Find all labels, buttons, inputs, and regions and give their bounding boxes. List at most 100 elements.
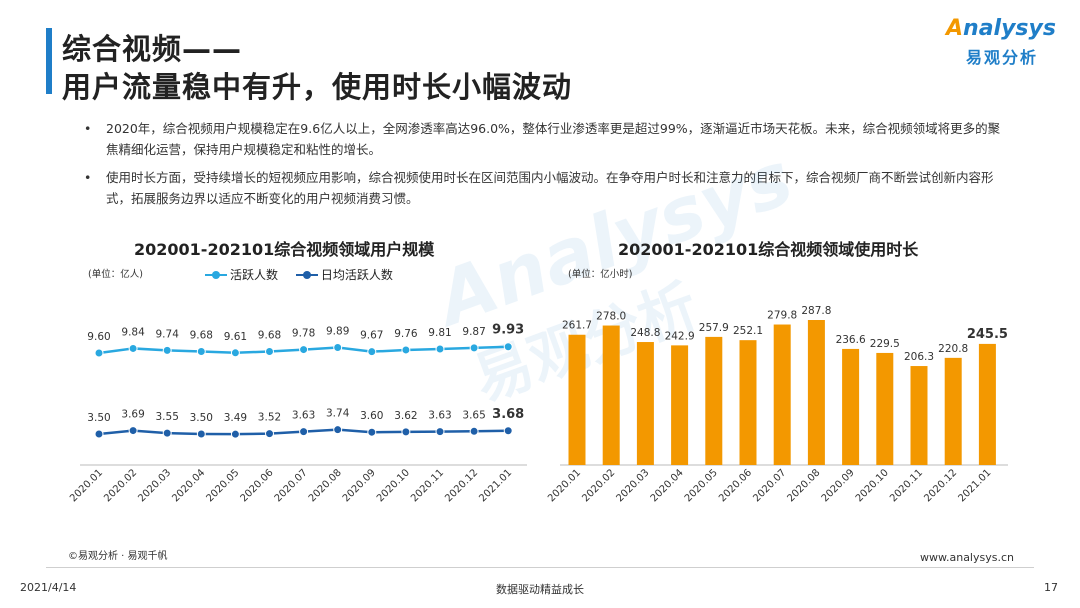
legend-label-daily-active-users: 日均活跃人数 — [320, 268, 393, 282]
series-1-label-4: 3.49 — [224, 412, 247, 424]
series-1-point-5 — [265, 429, 274, 439]
series-1-label-7: 3.74 — [326, 408, 350, 420]
analysys-logo: Analysys 易观分析 — [946, 16, 1058, 72]
bar-chart-tick-4: 2020.05 — [683, 467, 720, 504]
series-0-point-8 — [367, 347, 377, 357]
series-1-label-12: 3.68 — [492, 407, 524, 422]
bar-10 — [910, 366, 928, 465]
bar-label-12: 245.5 — [967, 327, 1008, 342]
bar-12 — [978, 343, 996, 465]
bar-6 — [773, 324, 791, 465]
series-1-point-8 — [367, 427, 377, 437]
logo-chinese-name: 易观分析 — [966, 48, 1039, 67]
bar-11 — [944, 357, 962, 465]
series-0-point-7 — [333, 342, 343, 352]
series-0-point-12 — [503, 342, 513, 352]
logo-wordmark: Analysys — [946, 16, 1056, 41]
series-1-point-4 — [230, 429, 240, 439]
legend-swatch-active-users — [205, 270, 227, 279]
series-0-point-4 — [230, 348, 240, 358]
series-0-point-1 — [128, 343, 138, 353]
series-0-point-5 — [265, 346, 274, 356]
series-0-label-12: 9.93 — [492, 323, 524, 338]
series-1-label-0: 3.50 — [87, 412, 110, 424]
bar-label-8: 236.6 — [836, 334, 866, 346]
series-1-label-5: 3.52 — [258, 412, 281, 424]
website-link[interactable]: www.analysys.cn — [920, 551, 1014, 564]
bar-chart-tick-10: 2020.11 — [888, 467, 925, 504]
bar-chart-tick-7: 2020.08 — [785, 467, 822, 504]
series-1-point-2 — [162, 428, 172, 438]
line-chart-unit: (单位：亿人) — [88, 269, 143, 280]
slogan: 数据驱动精益成长 — [496, 583, 584, 596]
page-title-line2: 用户流量稳中有升，使用时长小幅波动 — [62, 70, 573, 104]
bar-9 — [876, 352, 894, 465]
bar-chart-tick-1: 2020.02 — [580, 467, 617, 504]
series-1-point-3 — [196, 429, 206, 439]
series-1-point-7 — [333, 425, 343, 435]
bar-chart-tick-5: 2020.06 — [717, 467, 754, 504]
series-0-label-7: 9.89 — [326, 325, 349, 337]
series-1-point-9 — [401, 427, 411, 437]
summary-bullets: 2020年，综合视频用户规模稳定在9.6亿人以上，全网渗透率高达96.0%，整体… — [84, 118, 1004, 216]
bar-chart-tick-12: 2021.01 — [956, 467, 993, 504]
bar-chart-tick-11: 2020.12 — [922, 467, 959, 504]
series-0-point-6 — [299, 345, 309, 355]
footer-divider — [46, 567, 1034, 568]
series-0-label-2: 9.74 — [156, 328, 180, 340]
bar-4 — [705, 336, 723, 465]
series-0-point-2 — [162, 345, 172, 355]
bar-chart-unit: (单位：亿小时) — [568, 269, 633, 280]
legend-item-active-users: 活跃人数 — [205, 266, 278, 283]
bar-label-2: 248.8 — [630, 327, 660, 339]
series-1-label-3: 3.50 — [190, 412, 213, 424]
series-0-point-0 — [94, 348, 104, 358]
series-1-label-6: 3.63 — [292, 410, 315, 422]
series-1-label-1: 3.69 — [121, 409, 144, 421]
series-0-label-0: 9.60 — [87, 331, 110, 343]
series-0-label-9: 9.76 — [394, 328, 418, 340]
bar-label-3: 242.9 — [665, 330, 695, 342]
series-1-label-11: 3.65 — [462, 409, 485, 421]
bar-chart-tick-8: 2020.09 — [820, 467, 857, 504]
series-0-label-5: 9.68 — [258, 329, 281, 341]
series-1-label-9: 3.62 — [394, 410, 417, 422]
series-1-label-2: 3.55 — [156, 411, 179, 423]
legend-label-active-users: 活跃人数 — [230, 268, 279, 282]
report-date: 2021/4/14 — [20, 581, 77, 594]
bar-0 — [568, 334, 586, 465]
bar-label-1: 278.0 — [596, 311, 626, 323]
bar-chart-title: 202001-202101综合视频领域使用时长 — [618, 240, 919, 259]
bar-label-11: 220.8 — [938, 343, 968, 355]
series-0-label-1: 9.84 — [121, 326, 145, 338]
logo-wordmark-initial: A — [946, 16, 964, 41]
line-chart-legend: 活跃人数 日均活跃人数 — [205, 266, 407, 283]
page-title-line1: 综合视频—— — [62, 32, 243, 66]
bar-chart-tick-9: 2020.10 — [854, 467, 891, 504]
series-1-label-8: 3.60 — [360, 410, 383, 422]
bar-2 — [636, 342, 654, 465]
line-chart-title: 202001-202101综合视频领域用户规模 — [134, 240, 435, 259]
series-0-label-11: 9.87 — [462, 326, 485, 338]
series-1-point-11 — [469, 426, 479, 436]
bar-label-6: 279.8 — [767, 310, 797, 322]
page-number: 17 — [1044, 581, 1058, 594]
series-0-label-6: 9.78 — [292, 328, 315, 340]
series-0-label-4: 9.61 — [224, 331, 247, 343]
series-1-point-12 — [503, 426, 513, 436]
series-0-point-9 — [401, 345, 411, 355]
series-0-point-10 — [435, 344, 445, 354]
bullet-user-scale: 2020年，综合视频用户规模稳定在9.6亿人以上，全网渗透率高达96.0%，整体… — [84, 118, 1004, 160]
bar-chart-tick-0: 2020.01 — [546, 467, 583, 504]
bar-8 — [842, 348, 860, 465]
bar-label-4: 257.9 — [699, 322, 729, 334]
bar-7 — [807, 320, 825, 465]
bar-chart-tick-2: 2020.03 — [614, 467, 651, 504]
series-0-label-10: 9.81 — [428, 327, 451, 339]
bar-3 — [671, 345, 689, 465]
bar-chart-tick-3: 2020.04 — [649, 467, 686, 504]
bar-label-9: 229.5 — [870, 338, 900, 350]
logo-wordmark-rest: nalysys — [963, 16, 1056, 41]
